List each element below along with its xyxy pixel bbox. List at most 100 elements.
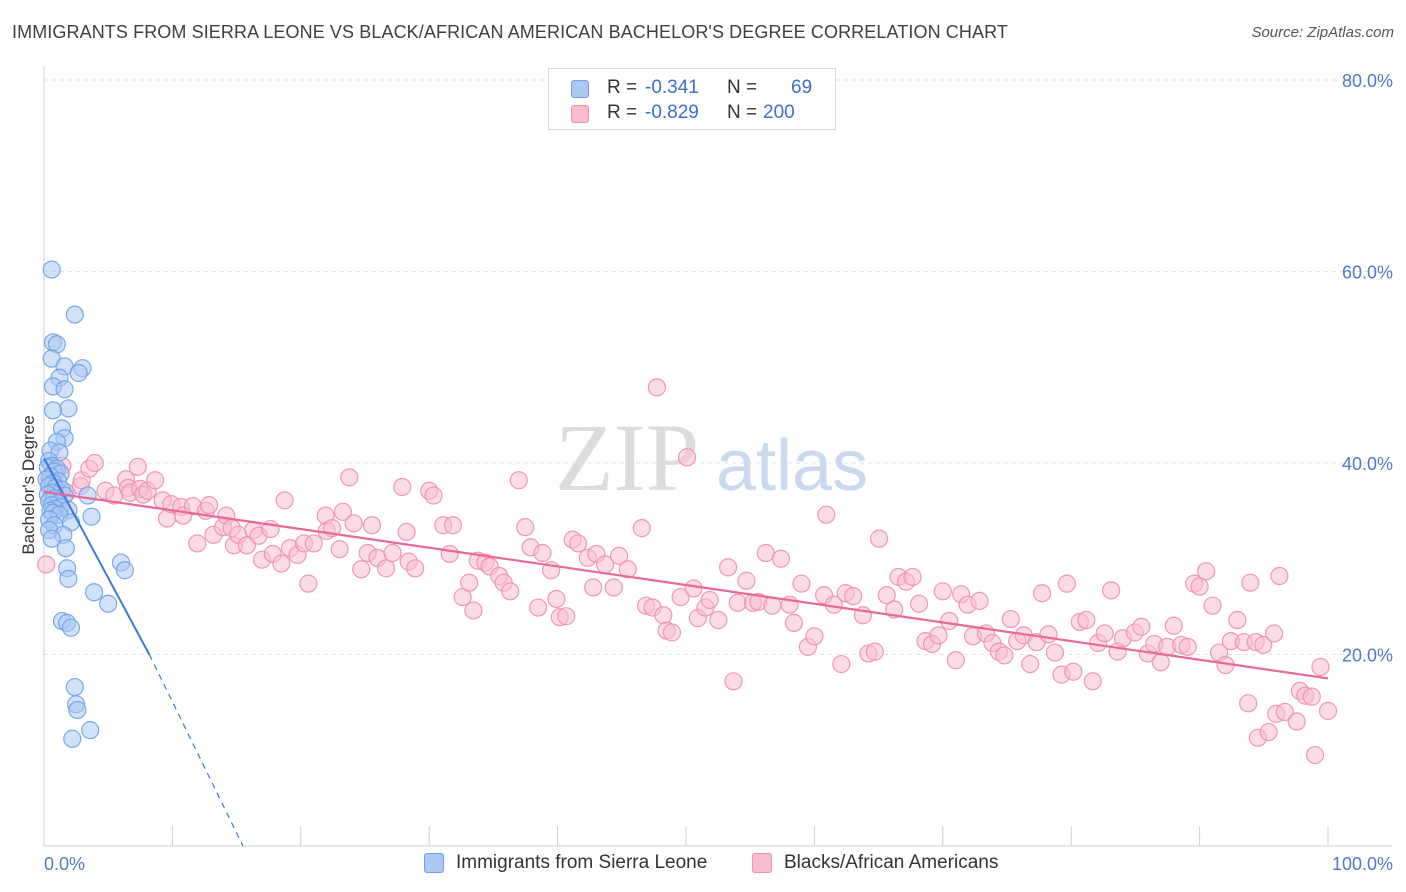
y-tick-label: 20.0% [1342,646,1393,666]
chart-source: Source: ZipAtlas.com [1251,24,1394,41]
data-point-blacks [584,578,603,597]
legend-n-label: N = [727,102,758,123]
data-point-blacks [700,590,719,610]
data-point-blacks [1196,562,1216,581]
data-point-blacks [1311,657,1330,677]
data-point-blacks [728,593,747,612]
data-point-blacks [792,574,811,593]
data-point-blacks [533,543,552,563]
data-point-blacks [995,646,1014,665]
data-point-sierra-leone [65,305,84,324]
legend-n-value: 200 [763,102,795,123]
legend-r-value: -0.829 [645,102,699,123]
data-point-blacks [618,560,637,579]
data-point-blacks [1264,624,1284,643]
data-point-blacks [397,522,416,542]
data-point-blacks [1275,702,1294,722]
series-blacks-points [37,378,1338,765]
data-point-blacks [333,502,352,521]
data-point-sierra-leone [43,401,63,420]
data-point-blacks [443,516,463,535]
data-point-sierra-leone [55,380,74,399]
data-point-blacks [724,672,743,691]
data-point-blacks [1178,637,1197,656]
data-point-blacks [970,591,989,610]
data-point-blacks [440,544,459,564]
data-point-blacks [756,543,775,563]
legend-label-blacks: Blacks/African Americans [784,852,999,873]
data-point-blacks [37,555,56,574]
data-point-sierra-leone [65,677,84,697]
data-point-blacks [1021,654,1040,674]
data-point-blacks [304,534,323,553]
data-point-blacks [146,471,165,490]
data-point-blacks [909,594,929,613]
data-point-blacks [1270,566,1289,586]
trend-line-sierra-leone-extension [148,654,244,847]
trend-line-blacks [43,490,1329,680]
data-point-blacks [1064,662,1083,681]
data-point-sierra-leone [69,363,88,383]
data-point-blacks [464,601,483,620]
data-point-blacks [272,554,291,573]
data-point-blacks [393,477,412,497]
data-point-blacks [1241,573,1260,592]
data-point-blacks [501,582,520,601]
data-point-blacks [128,457,147,476]
legend-swatch-blacks [752,853,772,873]
data-point-blacks [1228,610,1247,630]
data-point-blacks [352,560,371,579]
data-point-blacks [199,496,219,515]
data-point-blacks [1102,581,1121,600]
legend-n-label: N = [727,77,758,98]
legend-swatch-sierra-leone [424,853,444,873]
series-sierra-leone-points [37,260,134,748]
stats-legend: R = -0.341 N = 69 R = -0.829 N = 200 [548,68,836,130]
y-tick-label: 80.0% [1342,71,1393,91]
data-point-blacks [647,378,666,397]
y-tick-labels: 20.0% 40.0% 60.0% 80.0% [1342,71,1393,666]
data-point-blacks [344,514,363,533]
data-point-blacks [1318,701,1338,721]
data-point-blacks [376,559,396,578]
legend-label-sierra-leone: Immigrants from Sierra Leone [456,852,708,873]
data-point-blacks [817,505,836,524]
data-point-blacks [516,518,535,537]
data-point-blacks [509,471,528,490]
data-point-blacks [832,654,851,674]
watermark-zip: ZIP [555,404,699,511]
data-point-blacks [1305,745,1325,765]
data-point-blacks [946,651,965,670]
data-point-blacks [1077,610,1096,630]
data-point-sierra-leone [99,594,118,613]
data-point-sierra-leone [61,618,81,637]
data-point-blacks [771,549,791,568]
data-point-blacks [1001,609,1020,629]
data-point-blacks [844,586,863,606]
data-point-blacks [933,582,952,601]
data-point-sierra-leone [42,529,61,548]
grid-lines [44,79,1392,655]
trend-line-sierra-leone [43,457,151,655]
data-point-blacks [929,626,948,645]
data-point-blacks [237,536,256,555]
data-point-blacks [1239,694,1258,713]
data-point-blacks [569,534,588,553]
data-point-blacks [406,559,425,578]
data-point-sierra-leone [81,721,100,740]
data-point-blacks [784,613,803,633]
data-point-blacks [737,571,756,590]
data-point-sierra-leone [56,539,75,558]
data-point-sierra-leone [42,260,61,279]
data-point-blacks [529,598,548,617]
data-point-blacks [903,567,922,587]
data-point-blacks [383,543,402,563]
data-point-blacks [763,596,782,615]
data-point-blacks [1259,722,1278,742]
data-point-blacks [1151,653,1170,672]
data-point-blacks [460,573,479,592]
watermark-atlas: atlas [716,426,868,506]
y-tick-label: 40.0% [1342,454,1393,474]
data-point-blacks [362,516,382,535]
